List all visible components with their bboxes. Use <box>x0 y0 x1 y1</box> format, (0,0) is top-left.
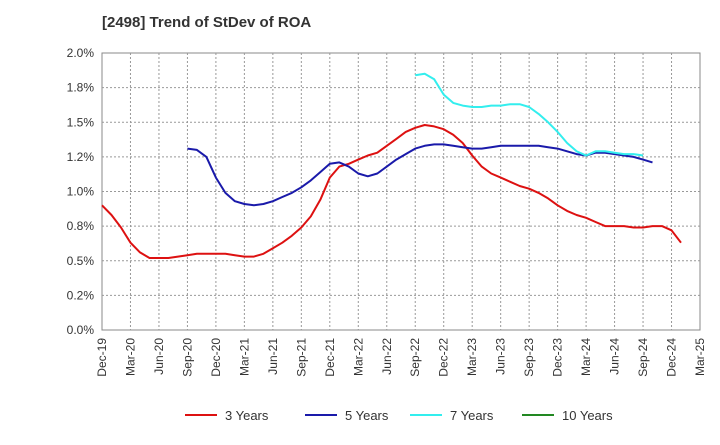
series-line-7-years <box>415 72 644 157</box>
y-tick-label: 0.8% <box>67 219 95 233</box>
x-tick-label: Jun-20 <box>152 338 166 375</box>
y-tick-label: 1.8% <box>67 81 95 95</box>
y-tick-label: 0.5% <box>67 254 95 268</box>
x-tick-label: Mar-22 <box>351 338 365 376</box>
axes: Dec-19 Mar-20 Jun-20 Sep-20 Dec-20 Mar-21 Jun-… <box>67 46 707 377</box>
x-tick-label: Dec-21 <box>323 338 337 377</box>
x-tick-label: Dec-24 <box>665 338 679 377</box>
x-tick-label: Sep-22 <box>408 338 422 377</box>
y-tick-label: 1.5% <box>67 115 95 129</box>
x-tick-label: Jun-24 <box>608 338 622 375</box>
series-line-3-years <box>101 124 682 259</box>
x-tick-label: Jun-22 <box>380 338 394 375</box>
x-tick-label: Sep-23 <box>522 338 536 377</box>
x-tick-label: Mar-23 <box>465 338 479 376</box>
x-tick-label: Mar-21 <box>237 338 251 376</box>
x-tick-label: Sep-20 <box>180 338 194 377</box>
x-tick-label: Jun-21 <box>266 338 280 375</box>
y-tick-label: 1.2% <box>67 150 95 164</box>
grid <box>101 52 701 331</box>
x-tick-label: Dec-23 <box>551 338 565 377</box>
legend-label: 10 Years <box>562 408 613 423</box>
x-tick-label: Sep-21 <box>294 338 308 377</box>
chart-title: [2498] Trend of StDev of ROA <box>102 14 311 31</box>
y-tick-label: 0.2% <box>67 288 95 302</box>
x-tick-label: Mar-20 <box>123 338 137 376</box>
legend-label: 3 Years <box>225 408 269 423</box>
series <box>101 72 682 259</box>
x-tick-label: Dec-22 <box>437 338 451 377</box>
plot-area <box>101 52 701 331</box>
y-tick-label: 2.0% <box>67 46 95 60</box>
legend-label: 5 Years <box>345 408 389 423</box>
x-tick-label: Dec-19 <box>95 338 109 377</box>
x-tick-label: Dec-20 <box>209 338 223 377</box>
legend-label: 7 Years <box>450 408 494 423</box>
legend: 3 Years 5 Years 7 Years 10 Years <box>185 408 613 423</box>
x-tick-label: Jun-23 <box>494 338 508 375</box>
x-tick-label: Sep-24 <box>636 338 650 377</box>
y-tick-label: 1.0% <box>67 185 95 199</box>
x-tick-label: Mar-24 <box>579 338 593 376</box>
x-tick-label: Mar-25 <box>693 338 707 376</box>
y-tick-label: 0.0% <box>67 323 95 337</box>
series-line-5-years <box>187 143 653 207</box>
